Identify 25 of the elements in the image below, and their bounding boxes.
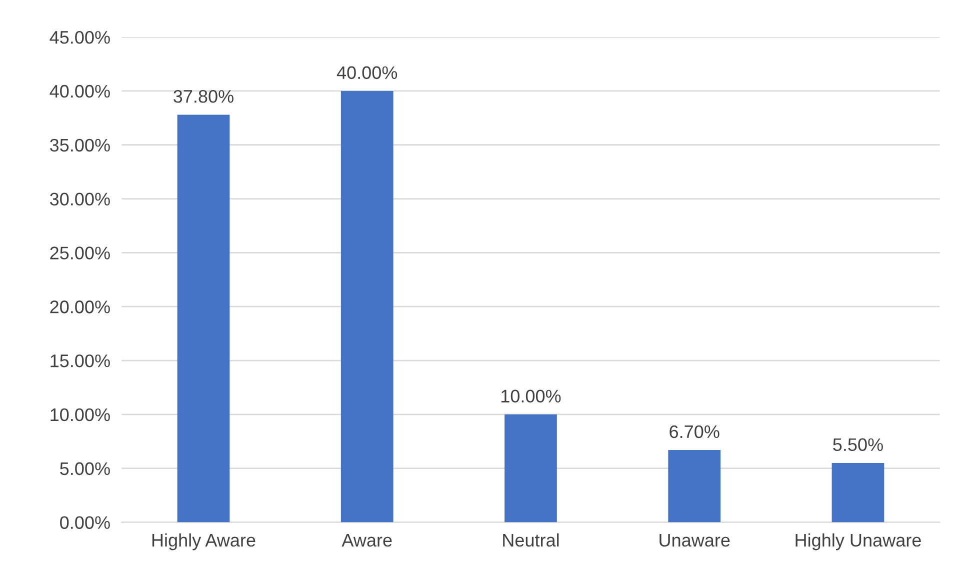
bar <box>668 450 721 522</box>
y-tick-label: 0.00% <box>60 516 110 529</box>
bar <box>340 90 394 522</box>
data-label: 5.50% <box>833 438 883 452</box>
data-label: 6.70% <box>670 425 720 438</box>
x-tick-label: Unaware <box>660 534 730 547</box>
y-tick-label: 35.00% <box>50 138 110 152</box>
x-tick-label: Aware <box>342 534 392 547</box>
y-tick-label: 10.00% <box>50 408 110 422</box>
bar <box>504 414 557 522</box>
data-label: 37.80% <box>174 90 234 103</box>
y-tick-label: 45.00% <box>50 30 110 44</box>
y-tick-label: 30.00% <box>50 192 110 206</box>
y-tick-label: 5.00% <box>60 462 110 476</box>
bar <box>832 462 884 522</box>
x-tick-label: Highly Aware <box>152 533 256 550</box>
x-tick-label: Highly Unaware <box>796 533 921 550</box>
y-tick-label: 40.00% <box>50 84 110 98</box>
data-label: 10.00% <box>501 390 561 403</box>
y-tick-label: 20.00% <box>50 300 110 314</box>
bar <box>177 114 230 522</box>
y-tick-label: 15.00% <box>50 354 110 368</box>
data-label: 40.00% <box>336 66 398 80</box>
x-tick-label: Neutral <box>503 533 559 547</box>
y-tick-label: 25.00% <box>50 246 110 260</box>
